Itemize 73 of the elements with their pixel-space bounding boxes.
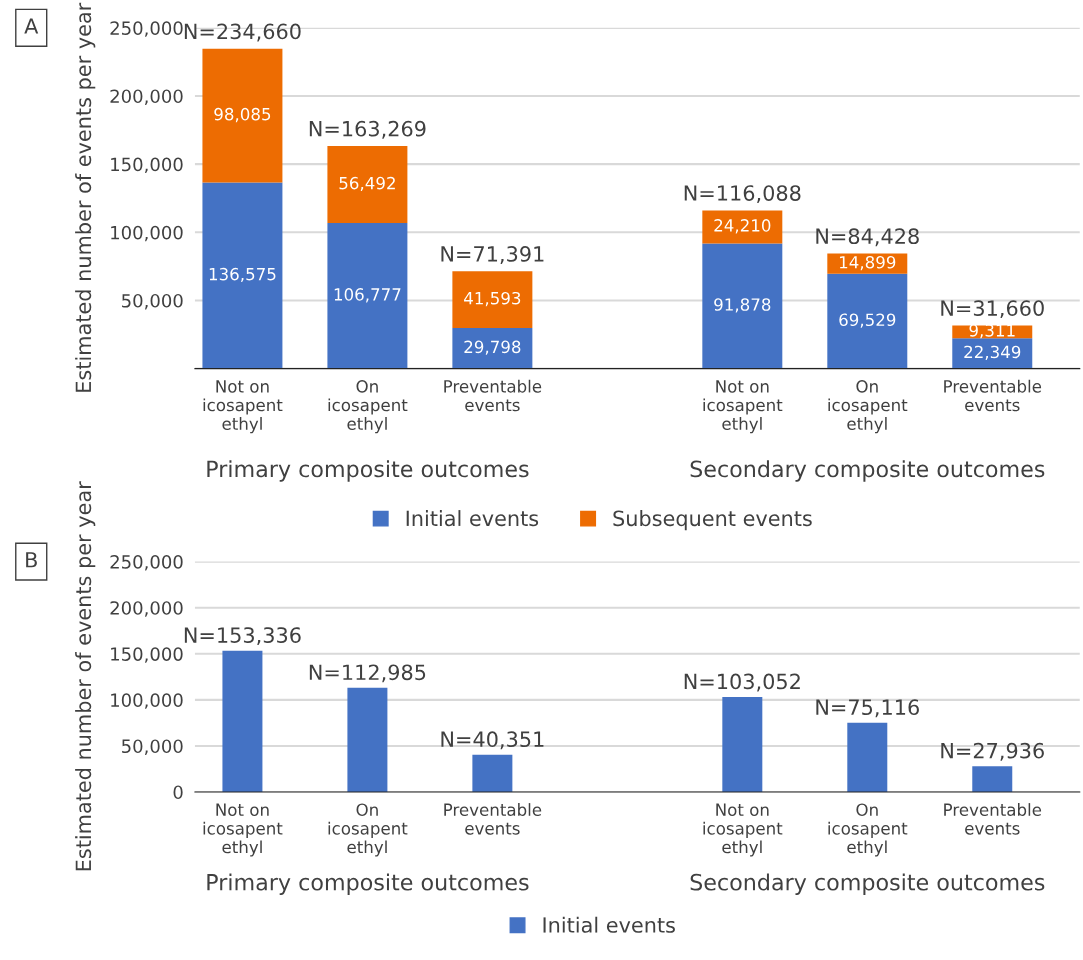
x-tick-label: Preventable events <box>944 379 1042 412</box>
bar <box>702 243 783 369</box>
bar <box>202 48 283 183</box>
total-label: N=116,088 <box>684 185 801 204</box>
y-tick-label: 200,000 <box>110 601 183 617</box>
legend-label: Initial events <box>406 510 539 527</box>
text: Primary composite outcomes <box>207 873 529 895</box>
x-tick-label: Preventable events <box>444 379 542 412</box>
y-tick-label: 0 <box>173 785 183 800</box>
y-tick-label: 100,000 <box>111 693 183 709</box>
legend-label: Initial events <box>543 916 675 933</box>
y-tick-label: 50,000 <box>122 739 183 755</box>
x-tick-label: On icosapent ethyl <box>328 380 408 434</box>
total-label: N=71,391 <box>441 246 544 264</box>
total-label: N=234,660 <box>184 23 301 42</box>
data-label: N=27,936 <box>941 742 1044 761</box>
x-tick-label: Not on icosapent ethyl <box>703 803 783 857</box>
data-label: N=112,985 <box>309 664 426 683</box>
bar <box>952 338 1033 369</box>
y-tick-label: 250,000 <box>110 555 183 571</box>
y-axis-title: Estimated number of events per year <box>75 481 96 871</box>
y-axis-title: Estimated number of events per year <box>75 2 96 392</box>
data-label: 24,210 <box>714 219 771 234</box>
data-label: 56,492 <box>339 176 395 192</box>
x-tick-label: Preventable events <box>444 803 542 835</box>
data-label: N=103,052 <box>684 673 800 692</box>
y-tick-label: 50,000 <box>122 293 183 310</box>
bar <box>452 328 533 369</box>
legend-label: Subsequent events <box>613 510 812 531</box>
text: A <box>24 18 39 34</box>
x-tick-label: Preventable events <box>944 803 1042 835</box>
y-tick-label: 200,000 <box>110 89 183 105</box>
data-label: 91,878 <box>714 298 771 313</box>
y-tick-label: 250,000 <box>110 21 183 37</box>
data-label: N=40,351 <box>441 731 544 750</box>
data-label: 22,349 <box>964 345 1021 360</box>
x-tick-label: On icosapent ethyl <box>328 803 408 857</box>
bar <box>327 146 408 224</box>
text: Secondary composite outcomes <box>690 460 1045 482</box>
bar <box>847 722 888 792</box>
data-label: 98,085 <box>214 107 271 123</box>
total-label: N=163,269 <box>309 120 426 139</box>
bar <box>702 210 783 244</box>
bar <box>202 182 283 369</box>
y-tick-label: 150,000 <box>111 157 183 174</box>
bar <box>222 650 263 792</box>
data-label: 41,593 <box>464 291 521 307</box>
data-label: 136,575 <box>209 267 276 283</box>
bar <box>827 273 908 369</box>
data-label: N=75,116 <box>816 699 919 718</box>
bar <box>452 271 533 329</box>
x-tick-label: Not on icosapent ethyl <box>703 380 783 434</box>
bar <box>972 766 1013 792</box>
bar <box>327 223 408 369</box>
bar <box>347 687 388 792</box>
total-label: N=31,660 <box>941 300 1044 319</box>
text: Secondary composite outcomes <box>690 873 1045 895</box>
x-tick-label: Not on icosapent ethyl <box>203 380 283 434</box>
x-tick-label: On icosapent ethyl <box>828 380 908 434</box>
y-tick-label: 150,000 <box>111 647 183 663</box>
bar <box>722 697 763 792</box>
y-tick-label: 100,000 <box>111 225 183 242</box>
data-label: 29,798 <box>464 340 521 355</box>
data-label: 106,777 <box>334 288 401 303</box>
total-label: N=84,428 <box>816 228 919 247</box>
text: B <box>26 552 37 568</box>
data-label: N=153,336 <box>184 627 301 646</box>
data-label: 69,529 <box>839 313 896 328</box>
text: Primary composite outcomes <box>207 460 529 482</box>
data-label: 14,899 <box>839 255 896 271</box>
x-tick-label: On icosapent ethyl <box>828 803 908 857</box>
bar <box>472 754 513 792</box>
x-tick-label: Not on icosapent ethyl <box>203 803 283 857</box>
